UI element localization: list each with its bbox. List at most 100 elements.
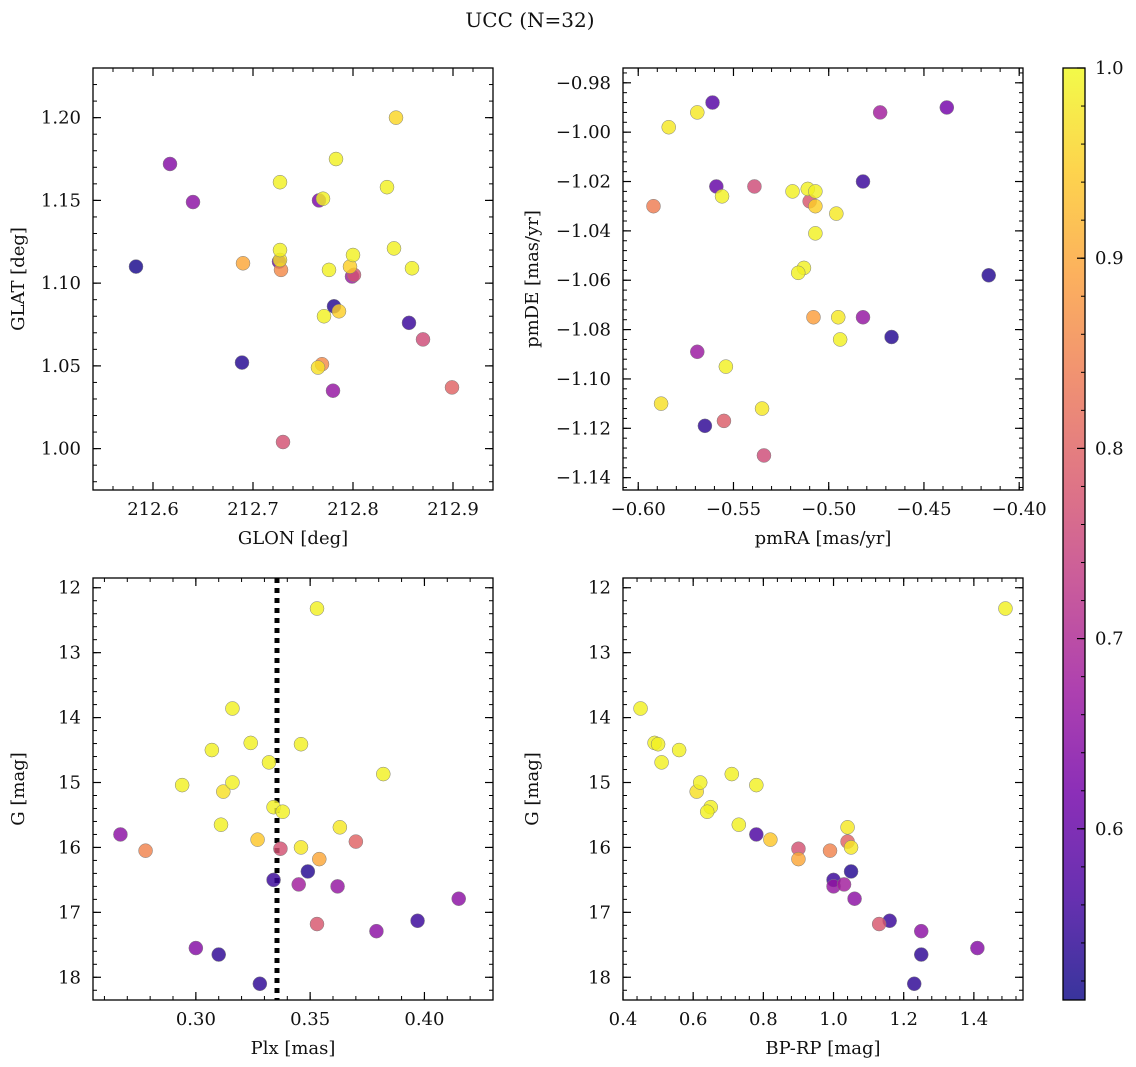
scatter-point: [654, 755, 669, 770]
scatter-point: [724, 766, 740, 782]
scatter-point: [272, 242, 288, 258]
scatter-point: [243, 735, 258, 751]
panel-proper-motions: −0.60 −0.55 −0.50 −0.45 −0.40 −1.14 −1.12 −1.10…: [522, 67, 1047, 549]
x-axis-label: pmRA [mas/yr]: [755, 528, 892, 549]
scatter-point: [754, 401, 770, 416]
scatter-point: [128, 259, 144, 274]
panel-colour-magnitude: 0.4 0.6 0.8 1.0 1.2 1.4 12 13 14 15 16 17 18 BP-RP [m…: [522, 577, 1024, 1059]
scatter-point: [113, 827, 128, 842]
x-axis-label: Plx [mas]: [251, 1038, 336, 1059]
scatter-point: [840, 820, 855, 835]
y-tick-label: 15: [588, 773, 611, 794]
scatter-point: [843, 840, 859, 855]
scatter-point: [633, 701, 648, 716]
y-tick-label: 14: [58, 708, 81, 729]
scatter-point: [913, 947, 929, 962]
colorbar-tick-label: 0.7: [1095, 629, 1124, 650]
scatter-point: [970, 940, 985, 956]
scatter-point: [310, 360, 326, 375]
x-tick-label: −0.55: [706, 499, 761, 520]
x-tick-label: 1.2: [889, 1009, 918, 1030]
scatter-point: [843, 864, 859, 879]
x-tick-label: 212.9: [427, 499, 479, 520]
scatter-point: [273, 841, 288, 856]
scatter-point: [808, 184, 823, 199]
scatter-point: [749, 827, 764, 842]
scatter-point: [871, 916, 887, 932]
scatter-point: [913, 923, 929, 939]
scatter-point: [939, 100, 955, 115]
axes-frame: [622, 577, 1024, 1001]
scatter-point: [138, 843, 153, 858]
x-tick-label: 212.8: [327, 499, 379, 520]
y-tick-label: −1.08: [556, 320, 611, 341]
scatter-point: [884, 329, 899, 345]
scatter-point: [234, 355, 250, 370]
x-tick-label: 212.6: [127, 499, 179, 520]
scatter-point: [830, 310, 846, 325]
scatter-point: [379, 179, 395, 195]
scatter-point: [444, 380, 460, 395]
scatter-point: [293, 736, 309, 752]
y-tick-label: −1.02: [556, 172, 611, 193]
scatter-point: [847, 891, 862, 906]
scatter-point: [690, 344, 705, 360]
scatter-point: [174, 777, 190, 793]
scatter-point: [275, 434, 291, 450]
minor-ticks: [623, 578, 1023, 1000]
colorbar-tick-label: 0.6: [1095, 819, 1124, 840]
minor-ticks: [93, 578, 494, 1000]
scatter-point: [790, 265, 806, 281]
scatter-point: [328, 151, 344, 167]
scatter-point: [829, 206, 844, 221]
scatter-point: [451, 891, 466, 906]
x-tick-label: −0.40: [992, 499, 1047, 520]
scatter-point: [225, 775, 240, 790]
y-tick-label: 18: [58, 967, 81, 988]
x-tick-label: −0.50: [801, 499, 856, 520]
colorbar: 0.6 0.7 0.8 0.9 1.0: [1062, 58, 1124, 1001]
scatter-point: [309, 916, 325, 932]
scatter-point: [692, 775, 708, 790]
x-tick-label: −0.45: [896, 499, 951, 520]
panel-galactic-coordinates: 212.6 212.7 212.8 212.9 1.00 1.05 1.10 1.15 1.20…: [8, 67, 494, 549]
scatter-point: [808, 198, 823, 214]
scatter-point: [697, 418, 713, 434]
y-tick-label: −1.04: [556, 221, 611, 242]
scatter-point: [763, 832, 778, 847]
y-tick-label: −1.06: [556, 270, 611, 291]
scatter-point: [204, 742, 220, 758]
y-tick-label: 1.00: [41, 439, 81, 460]
scatter-point: [272, 174, 288, 190]
scatter-point: [981, 268, 996, 283]
scatter-point: [653, 396, 669, 411]
scatter-point: [749, 777, 764, 793]
scatter-point: [785, 184, 800, 199]
y-tick-label: 12: [58, 578, 81, 599]
scatter-point: [671, 742, 687, 758]
x-axis-label: GLON [deg]: [238, 528, 348, 549]
y-tick-label: 12: [588, 578, 611, 599]
y-tick-label: 1.10: [41, 273, 81, 294]
scatter-points: [113, 601, 466, 992]
scatter-point: [705, 95, 720, 110]
scatter-point: [906, 976, 922, 992]
x-tick-label: −0.60: [611, 499, 666, 520]
y-tick-label: 13: [588, 643, 611, 664]
y-tick-label: 15: [58, 773, 81, 794]
scatter-point: [808, 226, 823, 241]
scatter-point: [376, 766, 391, 782]
y-tick-label: 16: [58, 837, 81, 858]
colorbar-tick-label: 0.9: [1095, 248, 1124, 269]
y-tick-label: 17: [58, 902, 81, 923]
figure-title: UCC (N=32): [465, 8, 594, 32]
y-tick-label: 14: [588, 708, 611, 729]
scatter-point: [325, 383, 341, 398]
scatter-point: [332, 820, 348, 835]
scatter-point: [836, 877, 852, 892]
y-axis-label: G [mag]: [522, 752, 543, 825]
scatter-point: [162, 156, 178, 172]
scatter-point: [345, 247, 361, 263]
scatter-point: [300, 864, 316, 879]
minor-ticks: [623, 68, 1023, 490]
